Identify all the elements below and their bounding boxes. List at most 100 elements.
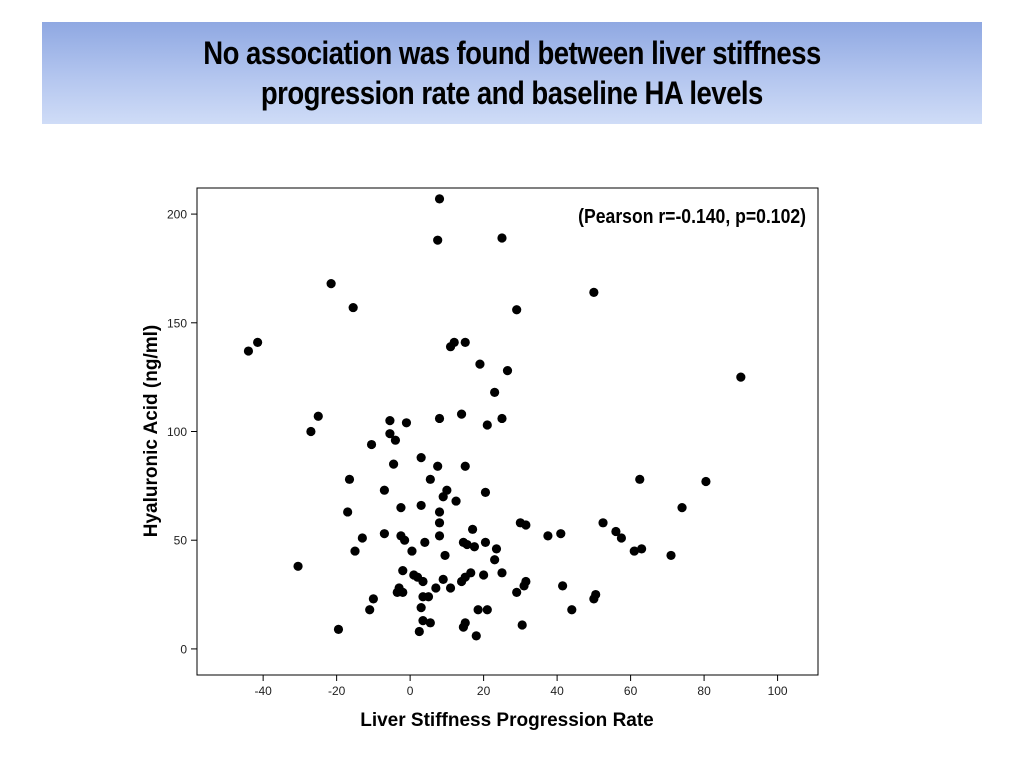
y-tick-label: 50 — [174, 534, 188, 548]
data-point — [445, 583, 456, 593]
data-points — [243, 194, 746, 641]
data-point — [451, 496, 461, 506]
x-tick-label: -40 — [254, 684, 272, 698]
data-point — [418, 616, 428, 626]
data-point — [502, 366, 513, 376]
data-point — [348, 302, 358, 313]
data-point — [635, 474, 645, 484]
data-point — [517, 620, 527, 630]
data-point — [637, 544, 647, 554]
data-point — [434, 507, 445, 517]
x-tick-label: 0 — [407, 684, 414, 698]
data-point — [400, 535, 410, 545]
data-point — [333, 624, 344, 634]
data-point — [475, 359, 485, 369]
data-point — [440, 550, 450, 561]
title-banner: No association was found between liver s… — [42, 22, 982, 124]
y-axis: 0 50 100 150 200 — [167, 208, 197, 656]
data-point — [558, 581, 568, 591]
data-point — [666, 550, 676, 561]
data-point — [469, 542, 480, 552]
x-tick-label: -20 — [328, 684, 346, 698]
data-point — [390, 435, 401, 445]
data-point — [306, 426, 316, 437]
data-point — [482, 420, 492, 430]
y-tick-label: 150 — [167, 316, 187, 330]
data-point — [407, 546, 417, 556]
data-point — [253, 337, 263, 347]
data-point — [293, 561, 303, 571]
slide-title-line-2: progression rate and baseline HA levels — [261, 75, 763, 111]
data-point — [385, 429, 395, 439]
data-point — [431, 583, 441, 593]
data-point — [512, 305, 522, 315]
data-point — [466, 568, 476, 578]
x-tick-label: 20 — [477, 684, 491, 698]
data-point — [368, 594, 378, 604]
data-point — [497, 413, 507, 424]
data-point — [434, 531, 445, 541]
data-point — [521, 520, 531, 530]
data-point — [425, 474, 435, 484]
data-point — [490, 555, 500, 565]
x-axis: -40 -20 0 20 40 60 80 100 — [254, 675, 788, 698]
data-point — [458, 622, 469, 632]
data-point — [398, 587, 408, 597]
data-point — [343, 507, 353, 517]
data-point — [425, 618, 435, 628]
data-point — [243, 346, 254, 356]
data-point — [567, 605, 577, 615]
data-point — [482, 605, 492, 615]
data-point — [365, 605, 375, 615]
data-point — [556, 529, 566, 539]
data-point — [497, 233, 507, 243]
data-point — [416, 603, 426, 613]
data-point — [677, 502, 687, 513]
data-point — [629, 546, 639, 556]
data-point — [434, 194, 445, 204]
x-tick-label: 60 — [624, 684, 638, 698]
data-point — [491, 544, 502, 554]
data-point — [357, 533, 367, 543]
data-point — [490, 387, 500, 397]
data-point — [344, 474, 355, 484]
data-point — [736, 372, 746, 382]
data-point — [512, 587, 522, 597]
slide-title-line-1: No association was found between liver s… — [203, 35, 821, 71]
data-point — [438, 492, 448, 502]
data-point — [385, 416, 395, 426]
data-point — [480, 487, 491, 497]
data-point — [473, 605, 483, 615]
data-point — [350, 546, 360, 556]
data-point — [396, 502, 406, 513]
data-point — [460, 461, 470, 471]
data-point — [433, 461, 443, 471]
data-point — [438, 574, 448, 584]
x-tick-label: 100 — [768, 684, 788, 698]
data-point — [433, 235, 443, 245]
data-point — [434, 518, 445, 528]
data-point — [479, 570, 489, 580]
data-point — [598, 518, 608, 528]
data-point — [543, 531, 553, 541]
correlation-annotation: (Pearson r=-0.140, p=0.102) — [578, 205, 806, 227]
data-point — [379, 529, 390, 539]
data-point — [379, 485, 390, 495]
data-point — [460, 337, 470, 347]
y-tick-label: 0 — [180, 642, 187, 656]
data-point — [467, 524, 478, 534]
x-tick-label: 40 — [550, 684, 564, 698]
data-point — [445, 342, 456, 352]
plot-area-frame — [196, 187, 819, 676]
data-point — [589, 594, 599, 604]
data-point — [462, 539, 472, 550]
data-point — [401, 418, 412, 428]
data-point — [471, 631, 481, 641]
data-point — [519, 581, 529, 591]
data-point — [313, 411, 323, 421]
data-point — [420, 537, 430, 547]
data-point — [416, 500, 426, 511]
data-point — [701, 476, 711, 487]
